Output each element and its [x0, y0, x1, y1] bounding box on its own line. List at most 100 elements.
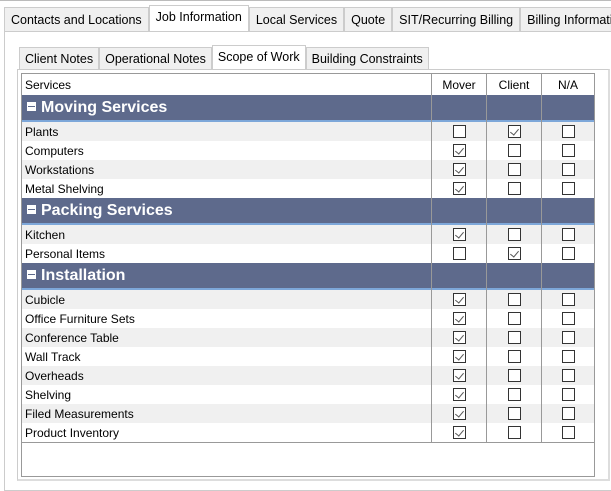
client-checkbox[interactable]	[507, 125, 521, 138]
na-cell	[541, 160, 594, 179]
header-client[interactable]: Client	[486, 74, 541, 95]
header-services[interactable]: Services	[25, 78, 72, 92]
na-checkbox[interactable]	[561, 369, 575, 382]
client-checkbox[interactable]	[507, 350, 521, 363]
service-name: Workstations	[25, 163, 95, 177]
tab-local-services[interactable]: Local Services	[248, 7, 345, 31]
na-cell	[541, 290, 594, 309]
mover-cell	[431, 423, 486, 442]
mover-cell	[431, 366, 486, 385]
table-row: Wall Track	[22, 347, 594, 366]
client-checkbox[interactable]	[507, 247, 521, 260]
na-checkbox[interactable]	[561, 331, 575, 344]
tab-billing-information[interactable]: Billing Information	[520, 7, 611, 31]
na-checkbox[interactable]	[561, 407, 575, 420]
mover-checkbox[interactable]	[452, 182, 466, 195]
tab-contacts-and-locations[interactable]: Contacts and Locations	[4, 7, 149, 31]
client-checkbox[interactable]	[507, 331, 521, 344]
mover-checkbox[interactable]	[452, 293, 466, 306]
mover-cell	[431, 141, 486, 160]
na-checkbox[interactable]	[561, 247, 575, 260]
na-cell	[541, 366, 594, 385]
na-checkbox[interactable]	[561, 350, 575, 363]
na-checkbox[interactable]	[561, 312, 575, 325]
na-cell	[541, 328, 594, 347]
mover-cell	[431, 244, 486, 263]
mover-checkbox[interactable]	[452, 247, 466, 260]
client-cell	[486, 366, 541, 385]
na-cell	[541, 309, 594, 328]
na-checkbox[interactable]	[561, 426, 575, 439]
client-checkbox[interactable]	[507, 182, 521, 195]
na-checkbox[interactable]	[561, 125, 575, 138]
client-cell	[486, 244, 541, 263]
mover-checkbox[interactable]	[452, 163, 466, 176]
na-cell	[541, 225, 594, 244]
na-checkbox[interactable]	[561, 388, 575, 401]
main-tabs: Contacts and Locations Job Information Loc…	[4, 5, 611, 31]
mover-checkbox[interactable]	[452, 388, 466, 401]
collapse-icon[interactable]	[27, 102, 36, 111]
client-checkbox[interactable]	[507, 228, 521, 241]
tab-sit-recurring-billing[interactable]: SIT/Recurring Billing	[392, 7, 521, 31]
mover-checkbox[interactable]	[452, 144, 466, 157]
client-checkbox[interactable]	[507, 293, 521, 306]
client-cell	[486, 347, 541, 366]
mover-checkbox[interactable]	[452, 228, 466, 241]
subtab-building-constraints[interactable]: Building Constraints	[305, 47, 429, 69]
client-cell	[486, 385, 541, 404]
mover-checkbox[interactable]	[452, 407, 466, 420]
na-cell	[541, 423, 594, 442]
subtab-scope-of-work[interactable]: Scope of Work	[211, 45, 306, 69]
service-name: Cubicle	[25, 293, 66, 307]
client-checkbox[interactable]	[507, 388, 521, 401]
collapse-icon[interactable]	[27, 205, 36, 214]
collapse-icon[interactable]	[27, 270, 36, 279]
na-cell	[541, 385, 594, 404]
na-checkbox[interactable]	[561, 293, 575, 306]
service-name: Product Inventory	[25, 426, 120, 440]
tab-job-information[interactable]: Job Information	[148, 5, 249, 31]
services-grid: Services Mover Client N/A Moving Service…	[21, 73, 595, 477]
subtab-client-notes[interactable]: Client Notes	[19, 47, 100, 69]
service-name: Metal Shelving	[25, 182, 104, 196]
client-checkbox[interactable]	[507, 163, 521, 176]
tab-quote[interactable]: Quote	[344, 7, 393, 31]
group-header[interactable]: Installation	[22, 263, 594, 290]
mover-checkbox[interactable]	[452, 369, 466, 382]
header-mover[interactable]: Mover	[431, 74, 486, 95]
service-name: Shelving	[25, 388, 72, 402]
sub-tabs: Client Notes Operational Notes Scope of Wo…	[19, 45, 429, 69]
mover-cell	[431, 309, 486, 328]
client-checkbox[interactable]	[507, 312, 521, 325]
table-row: Personal Items	[22, 244, 594, 263]
group-header[interactable]: Packing Services	[22, 198, 594, 225]
table-row: Product Inventory	[22, 423, 594, 442]
subtab-operational-notes[interactable]: Operational Notes	[99, 47, 212, 69]
mover-checkbox[interactable]	[452, 331, 466, 344]
na-cell	[541, 122, 594, 141]
header-na[interactable]: N/A	[541, 74, 594, 95]
table-row: Workstations	[22, 160, 594, 179]
mover-checkbox[interactable]	[452, 312, 466, 325]
table-row: Overheads	[22, 366, 594, 385]
client-checkbox[interactable]	[507, 426, 521, 439]
client-cell	[486, 423, 541, 442]
mover-checkbox[interactable]	[452, 426, 466, 439]
client-checkbox[interactable]	[507, 144, 521, 157]
client-checkbox[interactable]	[507, 369, 521, 382]
mover-checkbox[interactable]	[452, 350, 466, 363]
na-checkbox[interactable]	[561, 228, 575, 241]
service-name: Computers	[25, 144, 84, 158]
table-bottom-line	[22, 442, 594, 443]
na-checkbox[interactable]	[561, 144, 575, 157]
group-header[interactable]: Moving Services	[22, 95, 594, 122]
na-checkbox[interactable]	[561, 163, 575, 176]
na-checkbox[interactable]	[561, 182, 575, 195]
na-cell	[541, 179, 594, 198]
client-checkbox[interactable]	[507, 407, 521, 420]
service-name: Kitchen	[25, 228, 66, 242]
service-name: Personal Items	[25, 247, 106, 261]
mover-checkbox[interactable]	[452, 125, 466, 138]
